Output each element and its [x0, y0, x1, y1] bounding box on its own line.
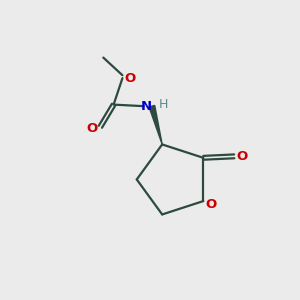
Text: O: O — [237, 150, 248, 163]
Text: O: O — [124, 72, 135, 85]
Polygon shape — [149, 105, 162, 144]
Text: H: H — [158, 98, 168, 111]
Text: N: N — [140, 100, 152, 113]
Text: O: O — [205, 197, 216, 211]
Text: O: O — [86, 122, 98, 135]
